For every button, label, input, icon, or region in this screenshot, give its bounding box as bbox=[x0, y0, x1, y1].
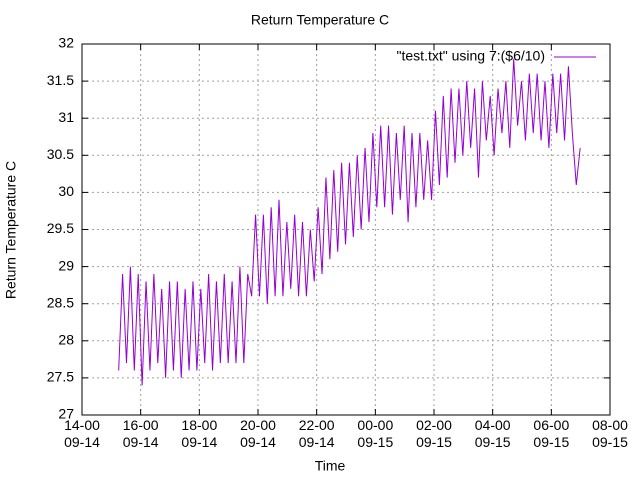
x-tick-label: 08-00 09-15 bbox=[592, 417, 628, 450]
y-tick-label: 30 bbox=[58, 183, 74, 199]
y-tick-label: 31 bbox=[58, 109, 74, 125]
y-tick-label: 31.5 bbox=[47, 72, 74, 88]
y-tick-label: 27.5 bbox=[47, 369, 74, 385]
x-tick-label: 22-00 09-14 bbox=[298, 417, 335, 450]
y-axis-label: Return Temperature C bbox=[3, 161, 19, 299]
chart-title: Return Temperature C bbox=[251, 12, 389, 28]
y-tick-label: 30.5 bbox=[47, 146, 74, 162]
legend-label: "test.txt" using 7:($6/10) bbox=[397, 48, 545, 64]
y-tick-label: 27 bbox=[58, 406, 74, 422]
data-line bbox=[118, 58, 581, 386]
x-tick-label: 20-00 09-14 bbox=[240, 417, 276, 450]
y-tick-label: 32 bbox=[58, 35, 74, 51]
plot-border bbox=[81, 43, 611, 416]
x-axis-label: Time bbox=[315, 458, 346, 474]
y-tick-label: 29.5 bbox=[47, 220, 74, 236]
y-tick-label: 28 bbox=[58, 332, 74, 348]
x-tick-label: 02-00 09-15 bbox=[416, 417, 452, 450]
y-tick-label: 29 bbox=[58, 257, 74, 273]
x-tick-label: 06-00 09-15 bbox=[533, 417, 570, 450]
x-tick-label: 18-00 09-14 bbox=[181, 417, 218, 450]
x-tick-label: 16-00 09-14 bbox=[122, 417, 159, 450]
y-tick-label: 28.5 bbox=[47, 294, 74, 310]
x-tick-label: 14-00 09-14 bbox=[64, 417, 100, 450]
x-tick-label: 04-00 09-15 bbox=[474, 417, 511, 450]
x-tick-label: 00-00 09-15 bbox=[357, 417, 394, 450]
